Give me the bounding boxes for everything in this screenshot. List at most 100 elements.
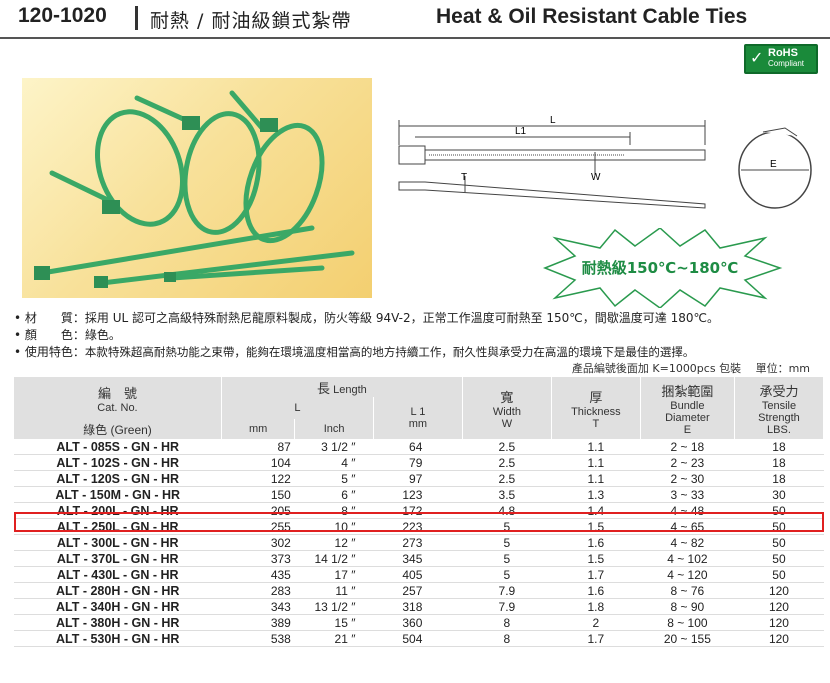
- cell-strength: 50: [734, 502, 824, 519]
- cell-length-inch: 10 ″: [294, 518, 374, 535]
- cell-diameter: 8 ~ 76: [640, 582, 735, 599]
- cell-cat-no: ALT - 530H - GN - HR: [14, 630, 222, 647]
- cell-length-mm: 87: [221, 439, 295, 455]
- cell-l1: 318: [373, 598, 463, 615]
- table-row: ALT - 250L - GN - HR 255 10 ″ 223 5 1.5 4 ~ 65…: [14, 518, 824, 535]
- header-t-sym: T: [592, 417, 600, 430]
- table-row: ALT - 370L - GN - HR 373 14 1/2 ″ 345 5 1.5 4 …: [14, 550, 824, 567]
- cell-strength: 50: [734, 566, 824, 583]
- cell-width: 2.5: [462, 454, 552, 471]
- cell-thickness: 1.4: [551, 502, 641, 519]
- cell-strength: 50: [734, 518, 824, 535]
- cell-diameter: 2 ~ 18: [640, 439, 735, 455]
- cell-l1: 223: [373, 518, 463, 535]
- header-color: 綠色 (Green): [83, 422, 152, 437]
- cell-cat-no: ALT - 200L - GN - HR: [14, 502, 222, 519]
- cell-length-mm: 389: [221, 614, 295, 631]
- cell-strength: 50: [734, 550, 824, 567]
- header-d-zh: 捆紮範圍: [661, 383, 714, 399]
- cell-thickness: 1.7: [551, 566, 641, 583]
- cell-strength: 18: [734, 454, 824, 471]
- cell-width: 8: [462, 630, 552, 647]
- header-s-en1: Tensile: [761, 399, 797, 412]
- table-row: ALT - 200L - GN - HR 205 8 ″ 172 4.8 1.4 4 ~ 4…: [14, 502, 824, 519]
- cell-length-inch: 3 1/2 ″: [294, 439, 374, 455]
- dim-E: E: [770, 159, 777, 170]
- cell-diameter: 4 ~ 65: [640, 518, 735, 535]
- cell-length-mm: 373: [221, 550, 295, 567]
- header-cat-zh: 編 號: [97, 385, 137, 401]
- cell-width: 5: [462, 566, 552, 583]
- col-width-header: 寬 Width W: [462, 377, 552, 439]
- col-inch-header: Inch: [294, 419, 374, 439]
- cell-cat-no: ALT - 102S - GN - HR: [14, 454, 222, 471]
- dimension-diagram: L L1 T W E: [385, 100, 830, 230]
- cable-ties-illustration: [34, 90, 355, 288]
- cell-diameter: 20 ~ 155: [640, 630, 735, 647]
- cell-width: 5: [462, 534, 552, 551]
- cell-l1: 360: [373, 614, 463, 631]
- burst-text: 耐熱級150℃~180℃: [582, 259, 739, 277]
- cell-cat-no: ALT - 085S - GN - HR: [14, 439, 222, 455]
- heat-rating-burst: 耐熱級150℃~180℃: [535, 227, 785, 309]
- page-header: 120-1020 耐熱 / 耐油級鎖式紮帶 Heat & Oil Resista…: [0, 0, 830, 36]
- spec-text: 本款特殊超高耐熱功能之束帶，能夠在環境溫度相當高的地方持續工作，耐久性與承受力在…: [84, 345, 695, 359]
- cell-strength: 18: [734, 470, 824, 487]
- table-row: ALT - 530H - GN - HR 538 21 ″ 504 8 1.7 20 ~ 1…: [14, 630, 824, 647]
- cell-diameter: 2 ~ 23: [640, 454, 735, 471]
- cell-thickness: 1.1: [551, 470, 641, 487]
- cell-l1: 123: [373, 486, 463, 503]
- cell-length-inch: 12 ″: [294, 534, 374, 551]
- header-s-zh: 承受力: [759, 383, 799, 399]
- cell-l1: 257: [373, 582, 463, 599]
- cell-thickness: 1.6: [551, 582, 641, 599]
- rohs-badge: ✓ RoHS Compliant: [744, 44, 818, 74]
- table-body: ALT - 085S - GN - HR 87 3 1/2 ″ 64 2.5 1.1 2 ~…: [14, 439, 824, 647]
- col-L1-header: L 1 mm: [373, 397, 463, 439]
- cell-width: 4.8: [462, 502, 552, 519]
- cell-thickness: 1.1: [551, 439, 641, 455]
- table-row: ALT - 430L - GN - HR 435 17 ″ 405 5 1.7 4 ~ 12…: [14, 566, 824, 583]
- cell-l1: 504: [373, 630, 463, 647]
- cell-thickness: 1.3: [551, 486, 641, 503]
- cell-length-inch: 11 ″: [294, 582, 374, 599]
- table-row: ALT - 380H - GN - HR 389 15 ″ 360 8 2 8 ~ 100 1…: [14, 614, 824, 631]
- cell-width: 3.5: [462, 486, 552, 503]
- cell-width: 2.5: [462, 470, 552, 487]
- cell-thickness: 1.7: [551, 630, 641, 647]
- cell-strength: 120: [734, 598, 824, 615]
- cell-l1: 273: [373, 534, 463, 551]
- header-w-zh: 寬: [500, 389, 514, 405]
- cell-length-inch: 17 ″: [294, 566, 374, 583]
- spec-color: • 顏 色：綠色。: [14, 327, 719, 344]
- cell-strength: 50: [734, 534, 824, 551]
- cell-thickness: 1.5: [551, 550, 641, 567]
- cell-length-inch: 15 ″: [294, 614, 374, 631]
- cell-length-mm: 302: [221, 534, 295, 551]
- title-english: Heat & Oil Resistant Cable Ties: [436, 5, 748, 28]
- dim-W: W: [591, 172, 601, 183]
- product-code: 120-1020: [18, 4, 107, 27]
- header-len-zh: 長: [317, 380, 331, 396]
- cell-length-inch: 6 ″: [294, 486, 374, 503]
- spec-text: 綠色。: [84, 328, 121, 342]
- cell-l1: 79: [373, 454, 463, 471]
- header-s-en2: Strength: [758, 411, 800, 424]
- cell-strength: 30: [734, 486, 824, 503]
- cell-diameter: 4 ~ 120: [640, 566, 735, 583]
- dim-L1: L1: [515, 126, 527, 137]
- table-row: ALT - 340H - GN - HR 343 13 1/2 ″ 318 7.9 1.8…: [14, 598, 824, 615]
- cell-length-mm: 255: [221, 518, 295, 535]
- cell-width: 5: [462, 550, 552, 567]
- spec-material: • 材 質：採用 UL 認可之高級特殊耐熱尼龍原料製成，防火等級 94V-2，正…: [14, 310, 719, 327]
- cell-thickness: 2: [551, 614, 641, 631]
- spec-label: 顏 色：: [24, 328, 85, 342]
- starburst-shape: 耐熱級150℃~180℃: [542, 227, 783, 309]
- spec-table: 編 號 Cat. No. 長 Length 寬 Width W 厚 Thickness T…: [14, 377, 825, 647]
- cell-length-inch: 14 1/2 ″: [294, 550, 374, 567]
- cell-width: 7.9: [462, 598, 552, 615]
- table-row: ALT - 102S - GN - HR 104 4 ″ 79 2.5 1.1 2 ~ 23…: [14, 454, 824, 471]
- cell-diameter: 4 ~ 102: [640, 550, 735, 567]
- cell-cat-no: ALT - 300L - GN - HR: [14, 534, 222, 551]
- check-icon: ✓: [750, 48, 764, 67]
